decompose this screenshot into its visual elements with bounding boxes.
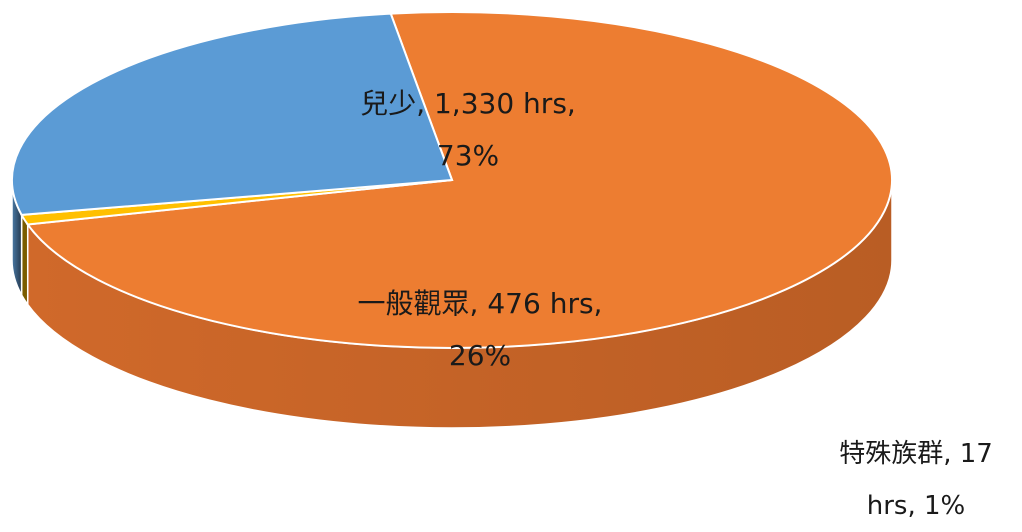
slice-side-1-0 bbox=[20, 212, 29, 307]
slice-兒少 bbox=[25, 11, 893, 349]
slice-label-special-line2: hrs, 1% bbox=[866, 491, 966, 521]
slice-label-special-line1: 特殊族群, 17 bbox=[839, 439, 993, 469]
slice-label-general-line2: 26% bbox=[448, 339, 512, 372]
slice-label-special: 特殊族群, 17 hrs, 1% bbox=[839, 428, 993, 532]
slice-label-children-line2: 73% bbox=[436, 139, 500, 172]
slice-label-general: 一般觀眾, 476 hrs, 26% bbox=[358, 278, 603, 382]
slice-label-children-line1: 兒少, 1,330 hrs, bbox=[360, 87, 576, 120]
slice-一般觀眾 bbox=[11, 12, 454, 216]
slice-label-children: 兒少, 1,330 hrs, 73% bbox=[360, 78, 576, 182]
slice-label-general-line1: 一般觀眾, 476 hrs, bbox=[357, 287, 603, 320]
